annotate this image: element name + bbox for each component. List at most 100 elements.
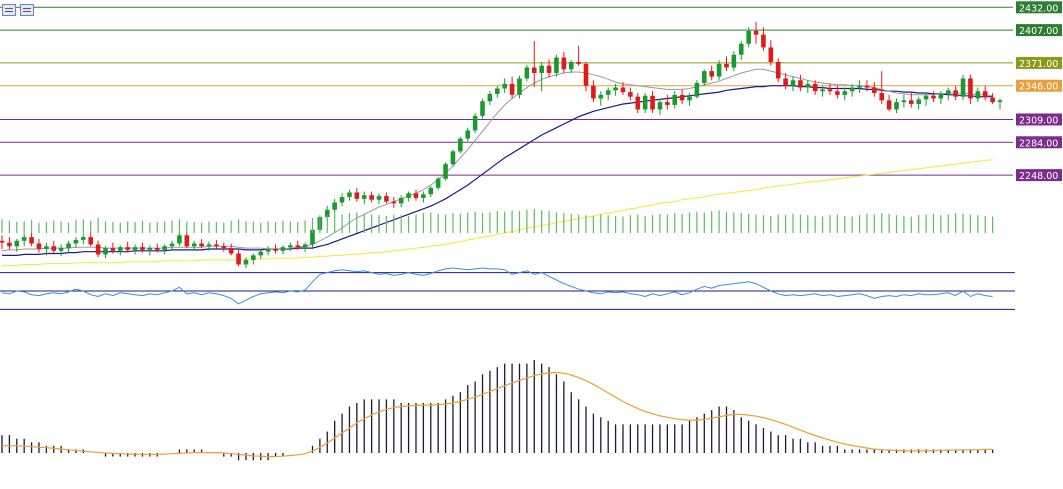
candle-body [14, 240, 20, 247]
candle [103, 246, 108, 259]
candle [768, 40, 774, 66]
candle [672, 91, 678, 109]
candle-body [398, 197, 404, 204]
candle [886, 94, 892, 112]
candle-body [605, 90, 611, 95]
candle-body [642, 95, 648, 110]
candle [531, 41, 537, 87]
candle [657, 98, 663, 115]
candle [58, 244, 64, 257]
candle [125, 241, 130, 253]
candle [495, 85, 500, 98]
candle [997, 98, 1003, 110]
candle-body [384, 196, 389, 202]
candle-body [191, 243, 197, 247]
candle [916, 96, 921, 110]
candle [665, 94, 670, 110]
candle [598, 91, 604, 106]
candle-body [694, 82, 700, 97]
chart-list-icon[interactable] [2, 4, 16, 16]
candle [21, 233, 27, 247]
candle-body [635, 96, 641, 110]
candle-body [665, 102, 670, 105]
candle-body [901, 100, 907, 103]
price-level-tag-box [1016, 113, 1062, 126]
candle [628, 87, 633, 101]
candle [724, 56, 729, 72]
price-level-tag: 2371.00 [1016, 56, 1062, 70]
candle [591, 80, 596, 103]
candle-body [458, 138, 463, 152]
candle [938, 91, 944, 104]
candle [36, 238, 42, 253]
candle [990, 93, 995, 104]
candle-body [835, 91, 840, 95]
candle [406, 191, 411, 202]
candle-body [450, 151, 456, 165]
candle [0, 235, 5, 249]
candle-body [672, 94, 678, 105]
candle [827, 83, 833, 95]
macd-signal-line [2, 371, 993, 458]
candle [738, 41, 744, 61]
candle-body [221, 246, 227, 249]
candle-body [125, 247, 130, 250]
candle [140, 242, 145, 253]
volume-bars [1, 209, 994, 233]
candle [820, 85, 825, 97]
candle-body [598, 94, 604, 99]
candle-body [960, 78, 966, 97]
candle-body [687, 96, 692, 101]
candle-body [916, 99, 921, 104]
candle [568, 60, 574, 73]
candle [650, 91, 655, 114]
candle-body [857, 85, 862, 88]
candle [908, 93, 914, 108]
candle [864, 80, 870, 92]
candle [539, 62, 544, 92]
candle [576, 45, 581, 66]
candle [546, 59, 552, 78]
candle [184, 231, 190, 249]
candle [480, 98, 485, 119]
candle [339, 193, 345, 207]
candle-body [428, 187, 434, 195]
candle [384, 192, 389, 204]
candle-body [280, 247, 286, 251]
candle-body [554, 57, 559, 73]
candle [369, 191, 374, 203]
price-level-tag-box [1016, 169, 1062, 182]
candle [450, 149, 456, 166]
candle-body [495, 88, 500, 94]
chart-properties-icon[interactable] [20, 4, 34, 16]
candle-body [620, 87, 626, 93]
candle [88, 231, 94, 247]
candle [812, 80, 818, 95]
price-level-label: 2371.00 [1019, 59, 1058, 70]
candle-body [716, 63, 722, 77]
rsi-line [1, 267, 993, 305]
candle [177, 232, 182, 247]
candle [554, 54, 559, 77]
candle [945, 87, 951, 101]
candle-body [738, 43, 744, 55]
price-level-tag-box [1016, 136, 1062, 149]
candle-body [894, 102, 899, 110]
candle [265, 246, 271, 256]
candle [214, 239, 219, 249]
candle [398, 195, 404, 208]
candle [613, 83, 618, 96]
candle-body [236, 253, 241, 265]
candle [14, 238, 20, 252]
candle [280, 245, 286, 255]
candle-body [724, 63, 729, 68]
macd-histogram [1, 360, 994, 461]
candle [221, 242, 227, 252]
candle-body [546, 65, 552, 73]
candle-body [886, 100, 892, 110]
candle [635, 93, 641, 114]
candle [894, 98, 899, 114]
candle [421, 191, 426, 203]
